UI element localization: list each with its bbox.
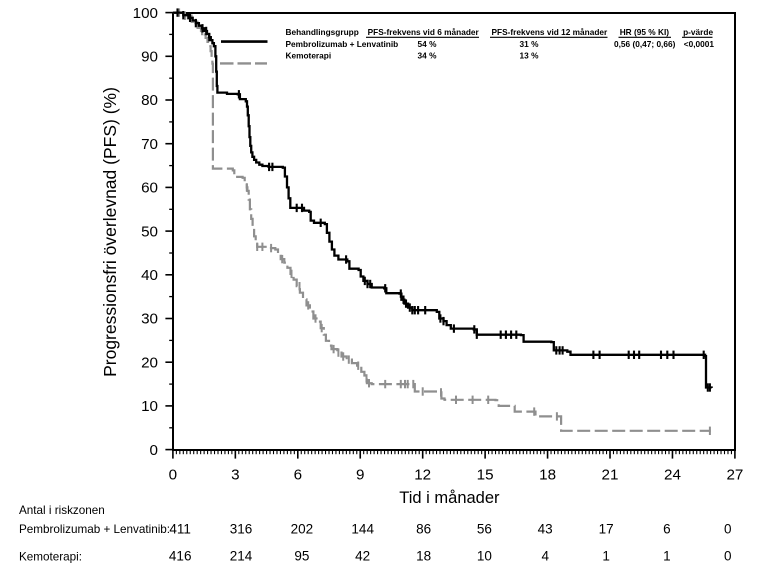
svg-text:411: 411 bbox=[169, 522, 191, 537]
svg-text:PFS-frekvens vid 6 månader: PFS-frekvens vid 6 månader bbox=[368, 27, 480, 37]
svg-text:214: 214 bbox=[230, 549, 253, 564]
svg-text:18: 18 bbox=[539, 467, 556, 484]
svg-text:Kemoterapi: Kemoterapi bbox=[286, 51, 332, 61]
svg-text:13 %: 13 % bbox=[520, 51, 540, 61]
svg-text:54 %: 54 % bbox=[418, 39, 438, 49]
svg-text:20: 20 bbox=[141, 354, 158, 371]
svg-text:6: 6 bbox=[294, 467, 302, 484]
svg-text:Tid i månader: Tid i månader bbox=[399, 489, 500, 507]
svg-text:100: 100 bbox=[133, 5, 158, 22]
svg-text:80: 80 bbox=[141, 92, 158, 109]
svg-text:24: 24 bbox=[664, 467, 681, 484]
svg-text:Behandlingsgrupp: Behandlingsgrupp bbox=[286, 27, 359, 37]
svg-text:15: 15 bbox=[477, 467, 494, 484]
svg-text:12: 12 bbox=[414, 467, 431, 484]
svg-text:4: 4 bbox=[541, 549, 549, 564]
svg-text:1: 1 bbox=[663, 549, 671, 564]
svg-text:Pembrolizumab + Lenvatinib:: Pembrolizumab + Lenvatinib: bbox=[19, 523, 170, 536]
svg-text:0: 0 bbox=[150, 442, 158, 459]
svg-text:Kemoterapi:: Kemoterapi: bbox=[19, 550, 82, 563]
svg-text:0: 0 bbox=[724, 549, 732, 564]
svg-text:0: 0 bbox=[169, 467, 177, 484]
svg-text:<0,0001: <0,0001 bbox=[684, 39, 715, 49]
svg-text:10: 10 bbox=[141, 398, 158, 415]
svg-text:30: 30 bbox=[141, 311, 158, 328]
svg-text:416: 416 bbox=[169, 549, 192, 564]
svg-text:PFS-frekvens vid 12 månader: PFS-frekvens vid 12 månader bbox=[492, 27, 609, 37]
svg-text:1: 1 bbox=[602, 549, 610, 564]
svg-text:40: 40 bbox=[141, 267, 158, 284]
svg-text:95: 95 bbox=[294, 549, 309, 564]
svg-text:9: 9 bbox=[356, 467, 364, 484]
svg-text:21: 21 bbox=[602, 467, 619, 484]
svg-text:34 %: 34 % bbox=[418, 51, 438, 61]
svg-text:60: 60 bbox=[141, 180, 158, 197]
svg-text:0: 0 bbox=[724, 522, 732, 537]
svg-text:HR (95 % KI): HR (95 % KI) bbox=[620, 27, 670, 37]
svg-text:6: 6 bbox=[663, 522, 671, 537]
svg-text:316: 316 bbox=[230, 522, 253, 537]
svg-text:Pembrolizumab + Lenvatinib: Pembrolizumab + Lenvatinib bbox=[286, 39, 399, 49]
svg-text:10: 10 bbox=[477, 549, 492, 564]
svg-text:43: 43 bbox=[538, 522, 553, 537]
svg-text:70: 70 bbox=[141, 136, 158, 153]
svg-text:86: 86 bbox=[416, 522, 431, 537]
svg-text:202: 202 bbox=[291, 522, 314, 537]
svg-text:50: 50 bbox=[141, 223, 158, 240]
svg-text:27: 27 bbox=[726, 467, 743, 484]
svg-text:Progressionsfri överlevnad (PF: Progressionsfri överlevnad (PFS) (%) bbox=[100, 87, 120, 377]
svg-text:Antal i riskzonen: Antal i riskzonen bbox=[19, 504, 105, 517]
svg-text:18: 18 bbox=[416, 549, 431, 564]
svg-text:0,56 (0,47; 0,66): 0,56 (0,47; 0,66) bbox=[614, 39, 676, 49]
svg-text:31 %: 31 % bbox=[520, 39, 540, 49]
svg-text:56: 56 bbox=[477, 522, 492, 537]
svg-text:42: 42 bbox=[355, 549, 370, 564]
svg-text:3: 3 bbox=[231, 467, 239, 484]
svg-text:17: 17 bbox=[599, 522, 614, 537]
svg-text:90: 90 bbox=[141, 49, 158, 66]
svg-text:p-värde: p-värde bbox=[683, 27, 713, 37]
svg-text:144: 144 bbox=[351, 522, 374, 537]
